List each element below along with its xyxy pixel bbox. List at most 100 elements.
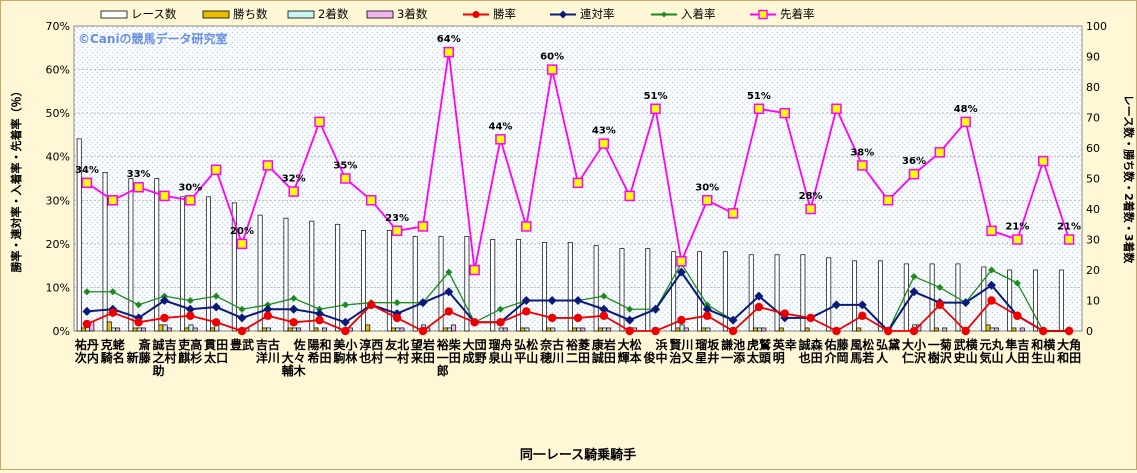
x-tick-char: 坂 [707,337,720,352]
bar-races [309,220,315,332]
x-tick-char: 浜 [656,337,668,352]
point-place-rate [754,291,764,301]
point-win-rate [367,300,376,310]
x-tick-char: 村 [164,350,176,365]
point-place-rate [573,296,583,305]
legend-swatch [366,10,394,19]
x-tick-char: 々 [294,351,306,365]
bar-wins [365,324,371,332]
bar-wins [184,327,190,332]
point-win-rate [1013,311,1022,320]
bar-seconds [989,327,995,332]
x-tick-char: 舟 [500,337,512,352]
x-tick-char: 一 [385,351,397,365]
x-tick-char: 添 [733,350,746,365]
x-tick-char: 瑠 [695,337,707,352]
x-tick-char: 弘 [514,338,526,352]
x-tick-char: 川 [551,351,564,365]
y-right-tick-label: 0 [1086,325,1093,338]
point-win-rate [935,300,945,310]
x-tick-char: 隼 [1005,337,1017,352]
x-tick-char: 治 [669,350,681,365]
bar-thirds [321,327,327,332]
x-tick-char: 村 [397,350,409,365]
legend-label: レース数 [131,7,177,21]
x-tick-char: 田 [1017,351,1029,365]
point-win-rate [1064,326,1074,336]
legend-label: 連対率 [580,7,615,21]
point-place-rate [547,296,557,305]
bar-races [386,230,392,332]
x-tick-char: 一 [928,338,940,352]
point-senchaku-rate [960,116,971,128]
point-place-rate [444,287,454,297]
bar-wins [804,327,810,332]
data-label-senchaku: 38% [850,147,874,158]
point-senchaku-rate [262,160,274,171]
point-senchaku-rate [340,173,351,184]
point-show-rate [290,294,298,302]
y-right-tick-label: 30 [1086,234,1100,247]
point-win-rate [651,326,660,336]
point-place-rate [159,296,169,305]
x-tick-char: 田 [320,351,332,365]
x-tick-char: 村 [371,350,383,365]
point-senchaku-rate [727,208,739,219]
y-axis-left-label: 勝率・連対率・入着率・先着率（％） [9,86,23,273]
x-tick-char: 高 [190,337,202,352]
point-senchaku-rate [185,195,196,206]
data-label-senchaku: 64% [437,34,461,45]
line-series: 34% 33% 30% 20% 32% 35% 23% 64% 44% 60% 43% 51% 30% 5… [75,34,1081,336]
point-win-rate [418,326,428,336]
x-tick-char: 菱 [578,337,590,352]
bar-thirds [761,327,767,332]
legend-item: 3着数 [366,7,428,21]
point-show-rate [988,266,996,274]
x-tick-char: 克 [101,337,113,352]
x-tick-label: 斎藤新 [127,337,152,365]
point-senchaku-rate [805,203,816,215]
watermark: ©Caniの競馬データ研究室 [78,31,228,46]
legend-label: 3着数 [397,7,428,21]
bar-races [464,236,470,332]
x-tick-char: 横 [966,337,979,352]
y-right-tick-label: 90 [1086,51,1100,64]
point-win-rate [108,308,117,317]
point-senchaku-rate [831,103,842,115]
axes: 0% 10% 20% 30% 40% 50% 60% 70% 0 10 20 30 40 50 60 70 80… [46,20,1107,378]
bar-wins [391,327,397,332]
point-win-rate [134,318,143,327]
bar-seconds [266,327,271,332]
x-tick-char: 沢 [914,350,927,365]
bar-races [1058,269,1064,332]
bar-races [671,251,677,332]
point-place-rate [418,298,428,308]
x-tick-char: 陽 [308,338,320,352]
point-senchaku-rate [81,177,93,189]
bar-seconds [498,327,504,332]
point-senchaku-rate [857,160,868,171]
x-tick-label: 浜中俊 [644,337,668,365]
bar-races [722,251,728,332]
x-tick-char: 鷲 [759,337,771,352]
x-tick-char: 祐 [75,337,87,352]
point-show-rate [445,268,453,276]
x-tick-label: 黛弘人 [876,337,900,365]
legend-marker [661,11,667,18]
bar-thirds [580,327,586,332]
legend-swatch [287,10,315,19]
x-tick-char: 団 [475,338,487,352]
x-tick-char: 藤 [835,337,849,352]
x-tick-char: 瑠 [488,337,500,352]
point-place-rate [82,306,92,316]
x-tick-char: 一 [721,351,733,365]
x-tick-char: 郎 [437,363,449,378]
